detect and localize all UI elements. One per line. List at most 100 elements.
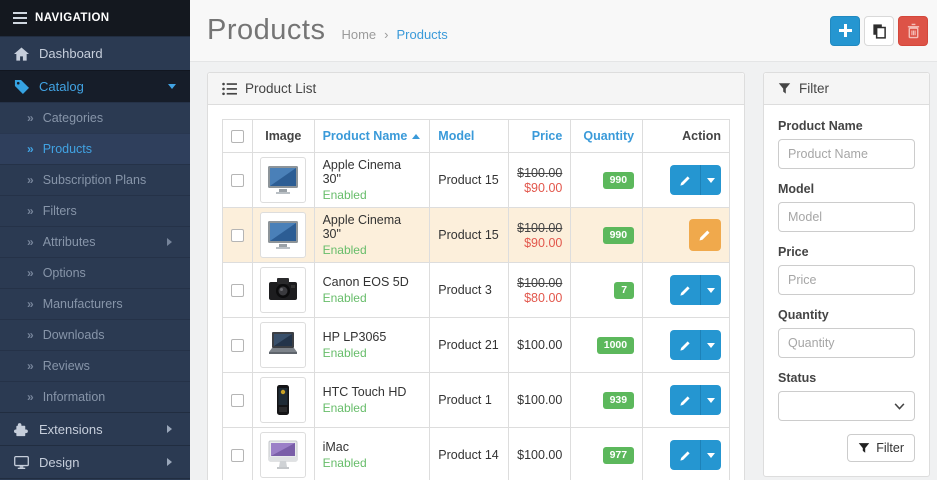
action-dropdown-button[interactable] [700,165,721,195]
row-checkbox[interactable] [231,449,244,463]
filter-button[interactable]: Filter [847,434,915,462]
column-quantity: Quantity [570,119,644,153]
copy-product-button[interactable] [864,15,894,46]
copy-icon [873,23,886,39]
sort-product-name-link[interactable]: Product Name [323,129,421,143]
sidebar-item-design[interactable]: Design [0,445,190,478]
sidebar-item-label: Attributes [42,235,96,249]
edit-button[interactable] [670,440,700,470]
sort-model-link[interactable]: Model [438,129,475,143]
filter-status-select[interactable] [778,391,915,421]
sidebar-item-reviews[interactable]: » Reviews [0,350,190,381]
edit-button[interactable] [670,275,700,305]
select-all-cell [222,119,253,153]
filter-label-status: Status [778,371,817,385]
sidebar-item-extensions[interactable]: Extensions [0,412,190,445]
panel-title: Filter [799,81,829,96]
angle-double-right-icon: » [27,142,34,156]
sidebar-item-attributes[interactable]: » Attributes [0,226,190,257]
list-icon [222,82,237,95]
sidebar-item-downloads[interactable]: » Downloads [0,319,190,350]
sidebar-item-label: Design [39,454,80,470]
plus-icon [838,24,852,37]
sidebar: NAVIGATION Dashboard Catalog » Categorie… [0,0,190,480]
sort-price-link[interactable]: Price [531,129,563,143]
sidebar-item-categories[interactable]: » Categories [0,102,190,133]
breadcrumb-home[interactable]: Home [341,27,377,42]
angle-double-right-icon: » [27,266,34,280]
chevron-right-icon [167,458,176,466]
row-checkbox[interactable] [231,284,244,298]
sidebar-item-subscription-plans[interactable]: » Subscription Plans [0,164,190,195]
row-checkbox[interactable] [231,339,244,353]
action-dropdown-button[interactable] [700,330,721,360]
chevron-right-icon [167,425,176,433]
edit-button[interactable] [670,385,700,415]
sidebar-item-label: Dashboard [39,46,103,61]
quantity-badge: 939 [602,391,635,409]
funnel-icon [858,443,870,453]
sidebar-item-catalog[interactable]: Catalog [0,70,190,102]
action-dropdown-button[interactable] [700,385,721,415]
product-name: HP LP3065 [322,330,387,344]
caret-down-icon [707,342,715,352]
laptop-image [269,332,298,354]
filter-model-input[interactable] [778,202,915,232]
product-thumbnail [260,377,307,423]
action-button-group [670,385,721,415]
apple-cinema-monitor-image [268,166,299,194]
select-all-checkbox[interactable] [231,130,244,144]
sidebar-item-label: Reviews [42,359,90,373]
sidebar-item-manufacturers[interactable]: » Manufacturers [0,288,190,319]
main-area: Products Home › Products [190,0,937,480]
sidebar-header-label: NAVIGATION [35,12,110,24]
sidebar-item-label: Categories [42,111,104,125]
table-row: Canon EOS 5D Enabled Product 3 $100.00 $80… [222,262,730,318]
sidebar-item-filters[interactable]: » Filters [0,195,190,226]
sidebar-item-products[interactable]: » Products [0,133,190,164]
row-checkbox[interactable] [231,229,244,243]
sidebar-item-information[interactable]: » Information [0,381,190,412]
edit-button-active[interactable] [689,219,721,251]
action-dropdown-button[interactable] [700,275,721,305]
table-row: Apple Cinema 30" Enabled Product 15 $100.… [222,152,730,208]
angle-double-right-icon: » [27,235,34,249]
product-model: Product 1 [429,372,510,428]
price: $100.00 [508,372,572,428]
column-model: Model [429,119,510,153]
quantity-badge: 990 [602,171,635,189]
product-name: Apple Cinema 30" [322,158,402,186]
action-dropdown-button[interactable] [700,440,721,470]
angle-double-right-icon: » [27,328,34,342]
filter-price-input[interactable] [778,265,915,295]
sidebar-item-label: Products [42,142,93,156]
action-button-group [670,165,721,195]
row-checkbox[interactable] [231,394,244,408]
monitor-icon [14,455,29,469]
edit-button[interactable] [670,330,700,360]
row-checkbox[interactable] [231,174,244,188]
price-old: $100.00 [517,275,563,290]
chevron-down-icon [894,402,905,410]
filter-product-name-input[interactable] [778,139,915,169]
table-header-row: Image Product Name Model Price Quantity … [222,119,730,153]
delete-product-button[interactable] [898,15,928,46]
breadcrumb-products[interactable]: Products [396,27,448,42]
angle-double-right-icon: » [27,204,34,218]
product-status: Enabled [322,456,367,470]
price: $100.00 [508,317,572,373]
product-thumbnail [260,212,307,258]
apple-cinema-monitor-image [268,221,299,249]
edit-button[interactable] [670,165,700,195]
sort-quantity-link[interactable]: Quantity [583,129,635,143]
filter-label-quantity: Quantity [778,308,829,322]
pencil-icon [679,285,690,296]
product-list-body: Image Product Name Model Price Quantity … [208,105,744,480]
filter-quantity-input[interactable] [778,328,915,358]
sidebar-item-options[interactable]: » Options [0,257,190,288]
sidebar-item-dashboard[interactable]: Dashboard [0,36,190,70]
price-new: $90.00 [524,235,563,250]
add-product-button[interactable] [830,15,860,46]
price-new: $80.00 [524,290,563,305]
sort-asc-icon [412,130,421,139]
